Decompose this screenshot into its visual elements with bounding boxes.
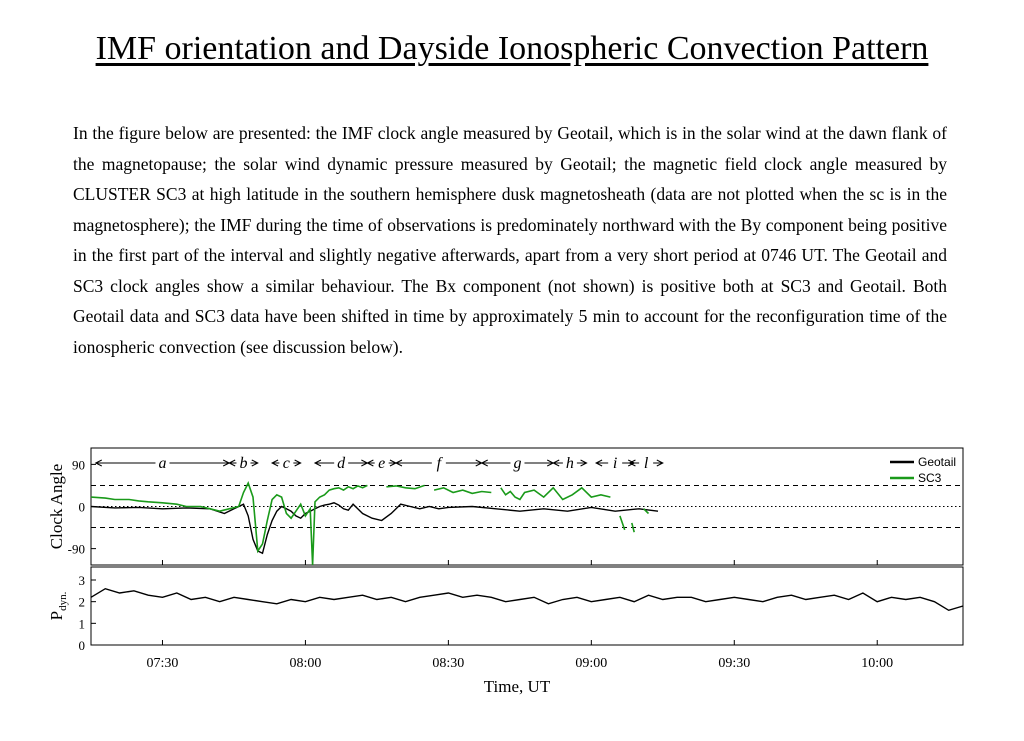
pdyn-ytick-label-0: 0 bbox=[79, 638, 86, 653]
interval-arrow-right-l bbox=[656, 459, 664, 467]
interval-label-bg-b bbox=[236, 454, 251, 470]
interval-arrow-left-i bbox=[594, 459, 603, 467]
legend-label-sc3: SC3 bbox=[918, 471, 942, 485]
interval-arrow-left-f bbox=[394, 459, 403, 467]
interval-label-bg-d bbox=[334, 454, 349, 470]
sc3-series-segment-2 bbox=[500, 486, 611, 501]
interval-arrow-left-d bbox=[313, 459, 322, 467]
interval-arrow-right-h bbox=[580, 459, 588, 467]
pdyn-ylabel: Pdyn. bbox=[47, 591, 69, 620]
interval-label-bg-i bbox=[608, 454, 623, 470]
interval-label-e: e bbox=[378, 455, 385, 472]
pdyn-ylabel-main: P bbox=[47, 611, 66, 620]
interval-arrow-left-c bbox=[270, 459, 279, 467]
xtick-label-1: 08:00 bbox=[289, 656, 321, 671]
interval-arrow-left-a bbox=[94, 459, 102, 467]
legend-label-geotail: Geotail bbox=[918, 455, 956, 469]
interval-label-b: b bbox=[239, 455, 247, 472]
interval-label-g: g bbox=[513, 455, 521, 472]
interval-arrow-left-h bbox=[552, 459, 560, 467]
geotail-series-line bbox=[90, 502, 659, 555]
sc3-series-segment-1 bbox=[433, 486, 492, 495]
sc3-series-segment-5 bbox=[643, 508, 650, 515]
xtick-label-0: 07:30 bbox=[147, 656, 179, 671]
interval-label-bg-e bbox=[374, 454, 389, 470]
interval-label-a: a bbox=[158, 455, 166, 472]
interval-label-bg-a bbox=[155, 454, 170, 470]
pdyn-series-line bbox=[90, 587, 964, 612]
clock-ytick-label-0: 90 bbox=[72, 457, 85, 472]
xtick-label-4: 09:30 bbox=[718, 656, 750, 671]
interval-arrow-left-b bbox=[228, 459, 236, 467]
interval-arrow-right-b bbox=[251, 459, 259, 467]
interval-arrow-left-l bbox=[628, 459, 636, 467]
sc3-series-segment-4 bbox=[631, 522, 635, 533]
intro-paragraph: In the figure below are presented: the I… bbox=[73, 123, 947, 357]
interval-label-l: l bbox=[644, 455, 649, 472]
interval-label-bg-c bbox=[279, 454, 294, 470]
sc3-series-segment-0 bbox=[386, 484, 425, 490]
interval-label-bg-f bbox=[431, 454, 446, 470]
pdyn-ytick-label-2: 2 bbox=[79, 595, 86, 610]
xtick-label-2: 08:30 bbox=[432, 656, 464, 671]
xtick-label-5: 10:00 bbox=[861, 656, 893, 671]
interval-label-h: h bbox=[566, 455, 574, 472]
interval-label-i: i bbox=[613, 455, 617, 472]
clock-ytick-label-2: -90 bbox=[68, 542, 85, 557]
interval-label-c: c bbox=[283, 455, 290, 472]
interval-arrow-right-c bbox=[294, 459, 302, 467]
x-axis-label: Time, UT bbox=[484, 677, 551, 696]
pdyn-frame bbox=[90, 566, 964, 646]
clock-angle-ylabel: Clock Angle bbox=[47, 464, 66, 549]
pdyn-ytick-label-3: 3 bbox=[79, 573, 86, 588]
interval-label-bg-g bbox=[510, 454, 525, 470]
clock-ytick-label-1: 0 bbox=[79, 500, 86, 515]
pdyn-ytick-label-1: 1 bbox=[79, 616, 86, 631]
interval-arrow-left-e bbox=[366, 459, 374, 467]
page-title: IMF orientation and Dayside Ionospheric … bbox=[95, 30, 929, 67]
xtick-label-3: 09:00 bbox=[575, 656, 607, 671]
sc3-series-segment-3 bbox=[619, 515, 626, 531]
interval-label-bg-h bbox=[562, 454, 577, 470]
sc3-series-line bbox=[90, 481, 368, 566]
interval-label-bg-l bbox=[639, 454, 654, 470]
pdyn-panel: 0 1 2 3 07:30 08:00 08:30 09:00 09:30 10:00 Pdyn. T… bbox=[47, 566, 964, 696]
interval-arrow-left-g bbox=[480, 459, 488, 467]
pdyn-ylabel-sub: dyn. bbox=[57, 591, 69, 611]
interval-label-f: f bbox=[437, 455, 444, 472]
interval-label-d: d bbox=[337, 455, 346, 472]
